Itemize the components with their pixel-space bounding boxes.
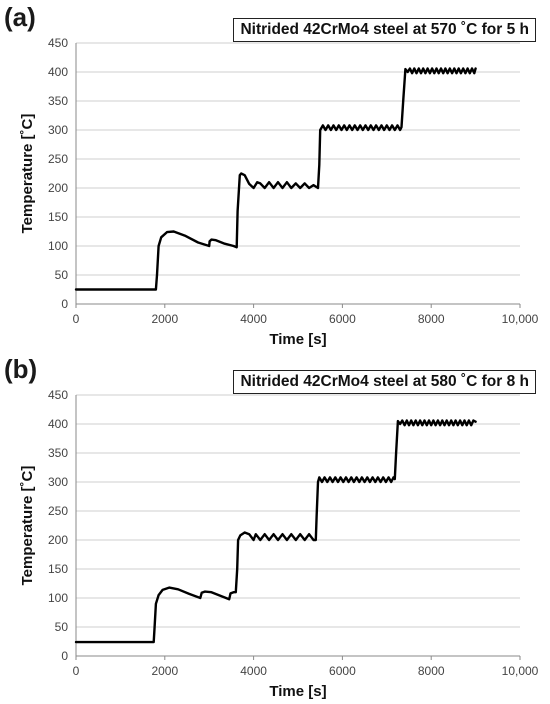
x-tick-label: 8000 xyxy=(418,664,445,678)
y-tick-label: 300 xyxy=(48,475,68,489)
panel-label: (a) xyxy=(4,2,36,32)
x-tick-label: 2000 xyxy=(151,312,178,326)
x-tick-label: 6000 xyxy=(329,312,356,326)
chart-plot: 0 50 100 150 200 250 300 350 400 450 0 2000 4000 6000… xyxy=(19,388,539,700)
y-axis-label: Temperature [˚C] xyxy=(19,114,36,234)
x-tick-label: 2000 xyxy=(151,664,178,678)
y-tick-label: 200 xyxy=(48,533,68,547)
y-tick-label: 450 xyxy=(48,36,68,50)
x-tick-label: 4000 xyxy=(240,312,267,326)
y-tick-label: 350 xyxy=(48,94,68,108)
y-tick-label: 300 xyxy=(48,123,68,137)
x-axis-label: Time [s] xyxy=(269,331,326,348)
x-tick-label: 10,000 xyxy=(502,664,539,678)
x-axis-label: Time [s] xyxy=(269,683,326,700)
x-tick-label: 4000 xyxy=(240,664,267,678)
y-tick-label: 150 xyxy=(48,210,68,224)
x-tick-label: 6000 xyxy=(329,664,356,678)
y-tick-label: 400 xyxy=(48,65,68,79)
y-tick-label: 200 xyxy=(48,181,68,195)
y-tick-label: 350 xyxy=(48,446,68,460)
panel-label: (b) xyxy=(4,354,38,384)
chart-panel-a: (a) Nitrided 42CrMo4 steel at 570 ˚C for… xyxy=(4,2,539,348)
x-tick-label: 0 xyxy=(73,664,80,678)
y-tick-label: 0 xyxy=(61,649,68,663)
x-tick-label: 0 xyxy=(73,312,80,326)
y-tick-label: 400 xyxy=(48,417,68,431)
x-tick-label: 10,000 xyxy=(502,312,539,326)
temperature-series-line xyxy=(74,67,477,291)
y-tick-label: 100 xyxy=(48,591,68,605)
chart-title: Nitrided 42CrMo4 steel at 570 ˚C for 5 h xyxy=(233,18,536,42)
y-tick-label: 450 xyxy=(48,388,68,402)
chart-plot: 0 50 100 150 200 250 300 350 400 450 0 2000 4000 6000… xyxy=(19,36,539,348)
x-tick-label: 8000 xyxy=(418,312,445,326)
y-tick-label: 50 xyxy=(55,620,69,634)
chart-title: Nitrided 42CrMo4 steel at 580 ˚C for 8 h xyxy=(233,370,536,394)
y-tick-label: 250 xyxy=(48,504,68,518)
y-tick-label: 150 xyxy=(48,562,68,576)
y-tick-label: 250 xyxy=(48,152,68,166)
y-tick-label: 50 xyxy=(55,268,69,282)
temperature-series-line xyxy=(74,419,477,644)
chart-panel-b: (b) Nitrided 42CrMo4 steel at 580 ˚C for… xyxy=(0,352,550,704)
y-tick-label: 0 xyxy=(61,297,68,311)
y-axis-label: Temperature [˚C] xyxy=(19,466,36,586)
y-tick-label: 100 xyxy=(48,239,68,253)
